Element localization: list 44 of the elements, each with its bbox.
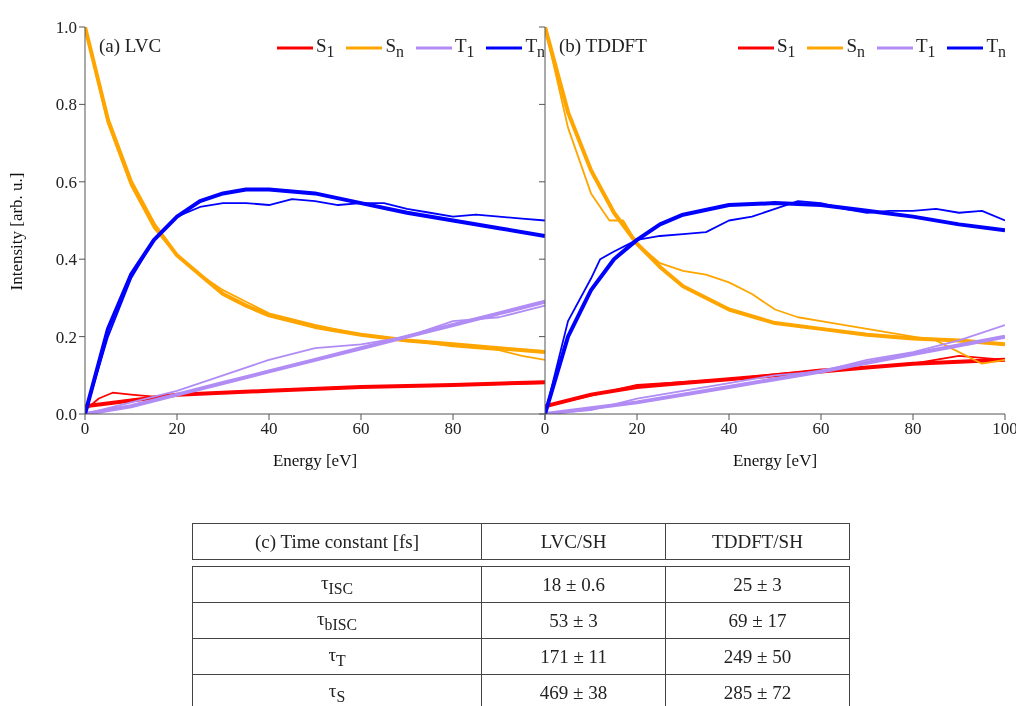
y-tick-label: 0.2: [55, 327, 77, 347]
category-label: τ$_{T}$: [328, 643, 346, 669]
category-label: τ$_{ISC}$: [320, 571, 354, 597]
x-tick-label: 60: [352, 419, 370, 439]
legend-label: S$_{n}$: [846, 35, 865, 61]
x-tick-label: 20: [628, 419, 646, 439]
y-tick-label: 0.4: [55, 250, 78, 270]
chart-title: (a) LVC: [99, 35, 162, 56]
legend-label: S$_{n}$: [385, 35, 404, 61]
legend-label: S$_{1}$: [776, 35, 796, 61]
x-tick-label: 0: [80, 419, 90, 439]
text: 285 ± 72: [723, 681, 792, 703]
text: 25 ± 3: [733, 573, 782, 595]
x-axis-title: Energy [eV]: [272, 451, 358, 470]
text: 53 ± 3: [549, 609, 598, 631]
x-tick-label: 80: [904, 419, 922, 439]
x-tick-label: 0: [540, 419, 550, 439]
text: (c) Time constant [fs]: [254, 530, 420, 552]
category-label: τ$_{bISC}$: [316, 607, 358, 633]
category-label: LVC/SH: [540, 530, 607, 552]
y-axis-title: Intensity [arb. u.]: [7, 172, 27, 291]
legend-label: T$_{1}$: [454, 35, 475, 61]
text: 18 ± 0.6: [542, 573, 605, 595]
y-tick-label: 1.0: [55, 18, 77, 38]
x-tick-label: 80: [444, 419, 462, 439]
chart-title: (b) TDDFT: [559, 35, 647, 56]
text: 171 ± 11: [540, 645, 607, 667]
x-tick-label: 60: [812, 419, 830, 439]
text: 249 ± 50: [723, 645, 792, 667]
x-tick-label: 40: [260, 419, 278, 439]
text: 469 ± 38: [539, 681, 608, 703]
text: 69 ± 17: [728, 609, 787, 631]
category-label: τ$_{S}$: [328, 679, 346, 705]
legend-label: T$_{n}$: [986, 35, 1006, 61]
category-label: TDDFT/SH: [712, 530, 803, 552]
legend-label: S$_{1}$: [315, 35, 335, 61]
y-tick-label: 0.8: [55, 95, 77, 115]
y-tick-label: 0.0: [55, 405, 77, 425]
legend-label: T$_{n}$: [525, 35, 545, 61]
legend-label: T$_{1}$: [915, 35, 936, 61]
x-tick-label: 40: [720, 419, 738, 439]
x-axis-title: Energy [eV]: [732, 451, 818, 470]
x-tick-label: 20: [168, 419, 186, 439]
y-tick-label: 0.6: [55, 172, 77, 192]
